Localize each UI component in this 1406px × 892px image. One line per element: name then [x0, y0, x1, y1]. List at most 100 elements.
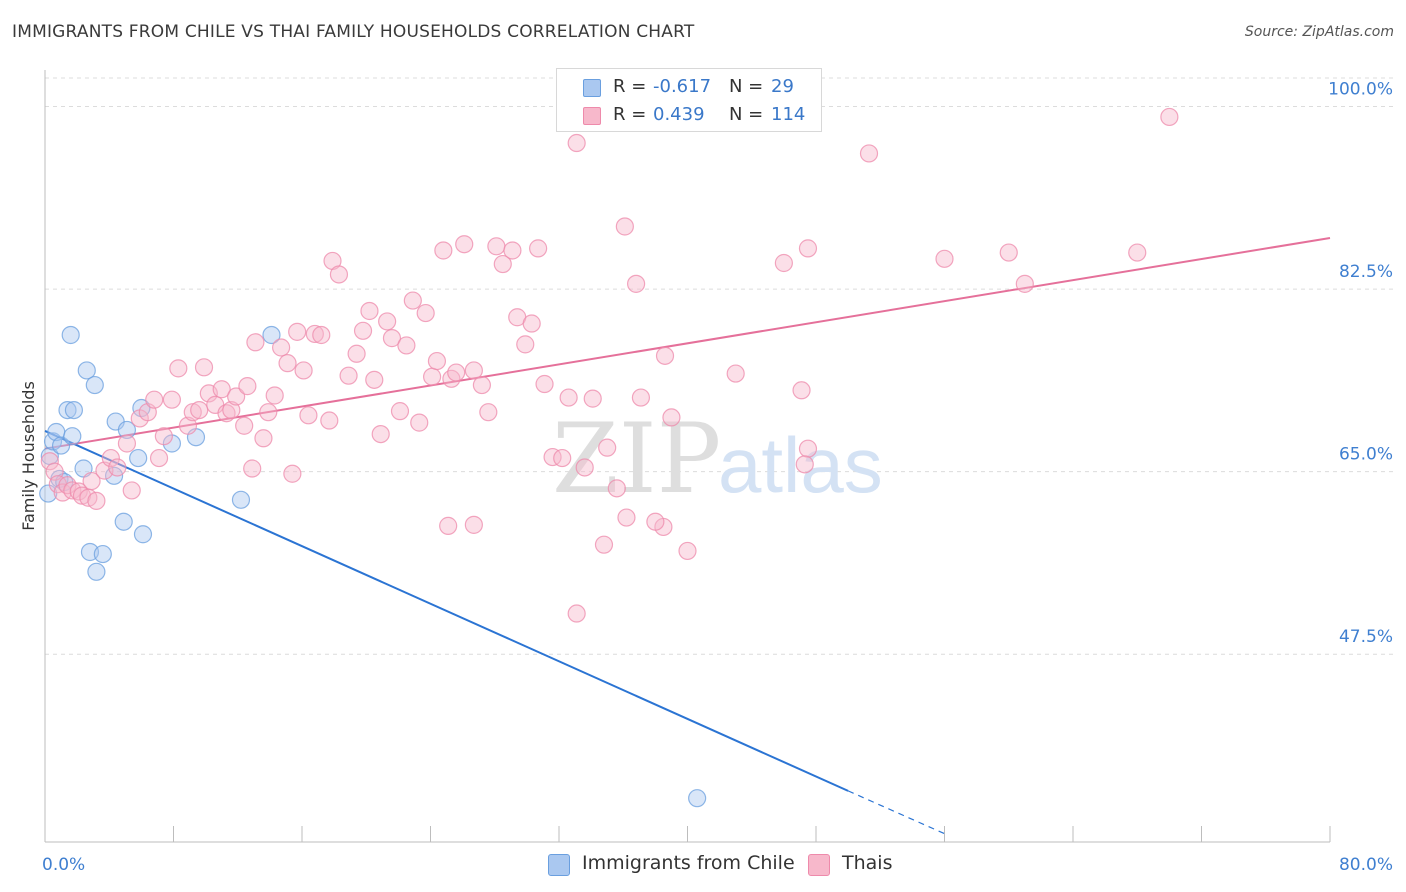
point-thais [529, 239, 548, 258]
legend-r-value-thais: 0.439 [653, 104, 705, 125]
point-thais [108, 458, 127, 477]
point-thais [447, 363, 466, 382]
point-thais [662, 408, 681, 427]
y-tick-label: 65.0% [1339, 445, 1393, 465]
legend-n-value-chile: 29 [771, 76, 794, 97]
point-thais [516, 335, 535, 354]
point-thais [101, 448, 120, 468]
trend-lines [44, 236, 1331, 835]
zipatlas-watermark: ZIP atlas [552, 403, 883, 515]
point-thais [288, 322, 307, 341]
point-thais [464, 515, 483, 534]
point-thais [434, 241, 453, 260]
point-thais [559, 388, 578, 407]
legend-r-label: R = [613, 76, 647, 97]
legend-swatch-thais [583, 107, 601, 125]
point-chile [688, 789, 707, 808]
point-thais [423, 367, 442, 386]
point-thais [439, 516, 458, 535]
point-thais [575, 458, 594, 477]
point-chile [93, 544, 112, 564]
point-thais [631, 388, 651, 407]
point-thais [40, 452, 59, 471]
point-thais [238, 377, 257, 396]
point-thais [283, 464, 302, 483]
x-tick-label-max: 80.0% [1339, 855, 1393, 875]
y-tick-label: 82.5% [1339, 262, 1393, 282]
data-points [39, 107, 1179, 808]
point-thais [493, 254, 512, 274]
point-thais [259, 403, 278, 422]
legend-r-value-chile: -0.617 [653, 76, 712, 97]
bottom-legend-label-thais: Thais [842, 852, 893, 874]
point-thais [382, 329, 402, 348]
point-thais [243, 459, 262, 478]
point-chile [58, 400, 77, 420]
point-chile [64, 400, 84, 420]
point-thais [353, 321, 373, 340]
point-thais [246, 333, 265, 352]
point-thais [798, 439, 818, 458]
point-thais [227, 387, 246, 406]
point-thais [254, 429, 273, 448]
point-thais [503, 241, 522, 260]
point-thais [607, 479, 626, 498]
point-thais [272, 338, 291, 357]
point-thais [299, 406, 318, 425]
point-thais [464, 361, 483, 380]
y-axis-label: Family Households [19, 381, 38, 531]
point-thais [162, 390, 181, 409]
legend-n-value-thais: 114 [771, 104, 806, 125]
point-chile [262, 325, 281, 345]
point-thais [535, 374, 554, 394]
point-thais [726, 364, 745, 383]
point-thais [217, 404, 236, 423]
point-thais [169, 359, 188, 378]
bottom-legend-swatch-chile [548, 854, 570, 876]
point-thais [999, 243, 1018, 262]
point-thais [365, 370, 384, 389]
point-thais [553, 448, 572, 468]
point-thais [63, 481, 82, 500]
point-thais [442, 369, 461, 388]
chart-title: IMMIGRANTS FROM CHILE VS THAI FAMILY HOU… [12, 22, 695, 42]
bottom-legend-label-chile: Immigrants from Chile [582, 852, 795, 874]
point-thais [360, 301, 379, 321]
point-thais [329, 265, 349, 284]
point-thais [312, 325, 331, 345]
legend-row-thais: R = 0.439 N = 114 [557, 101, 821, 129]
y-tick-label: 100.0% [1328, 80, 1393, 100]
point-thais [792, 381, 811, 400]
legend-swatch-chile [583, 79, 601, 97]
point-thais [487, 237, 506, 256]
point-thais [935, 249, 954, 268]
point-thais [235, 416, 254, 435]
point-thais [58, 476, 77, 495]
point-thais [278, 354, 297, 373]
point-thais [117, 434, 137, 453]
point-thais [1015, 274, 1034, 293]
point-thais [294, 361, 313, 380]
point-thais [427, 351, 447, 371]
point-thais [339, 366, 358, 385]
point-thais [1160, 107, 1179, 127]
point-thais [265, 386, 284, 405]
legend-n-label: N = [729, 76, 764, 97]
point-thais [472, 375, 491, 395]
point-thais [371, 424, 390, 444]
point-chile [133, 525, 153, 544]
point-thais [678, 541, 697, 561]
point-thais [149, 448, 169, 468]
point-thais [543, 447, 562, 467]
point-chile [85, 375, 104, 395]
point-chile [63, 427, 82, 446]
point-chile [87, 562, 106, 581]
legend-r-label: R = [613, 104, 647, 125]
point-thais [567, 604, 586, 623]
point-thais [212, 380, 231, 399]
point-thais [615, 217, 634, 236]
point-thais [320, 411, 339, 430]
point-chile [231, 490, 251, 509]
point-thais [154, 427, 173, 446]
